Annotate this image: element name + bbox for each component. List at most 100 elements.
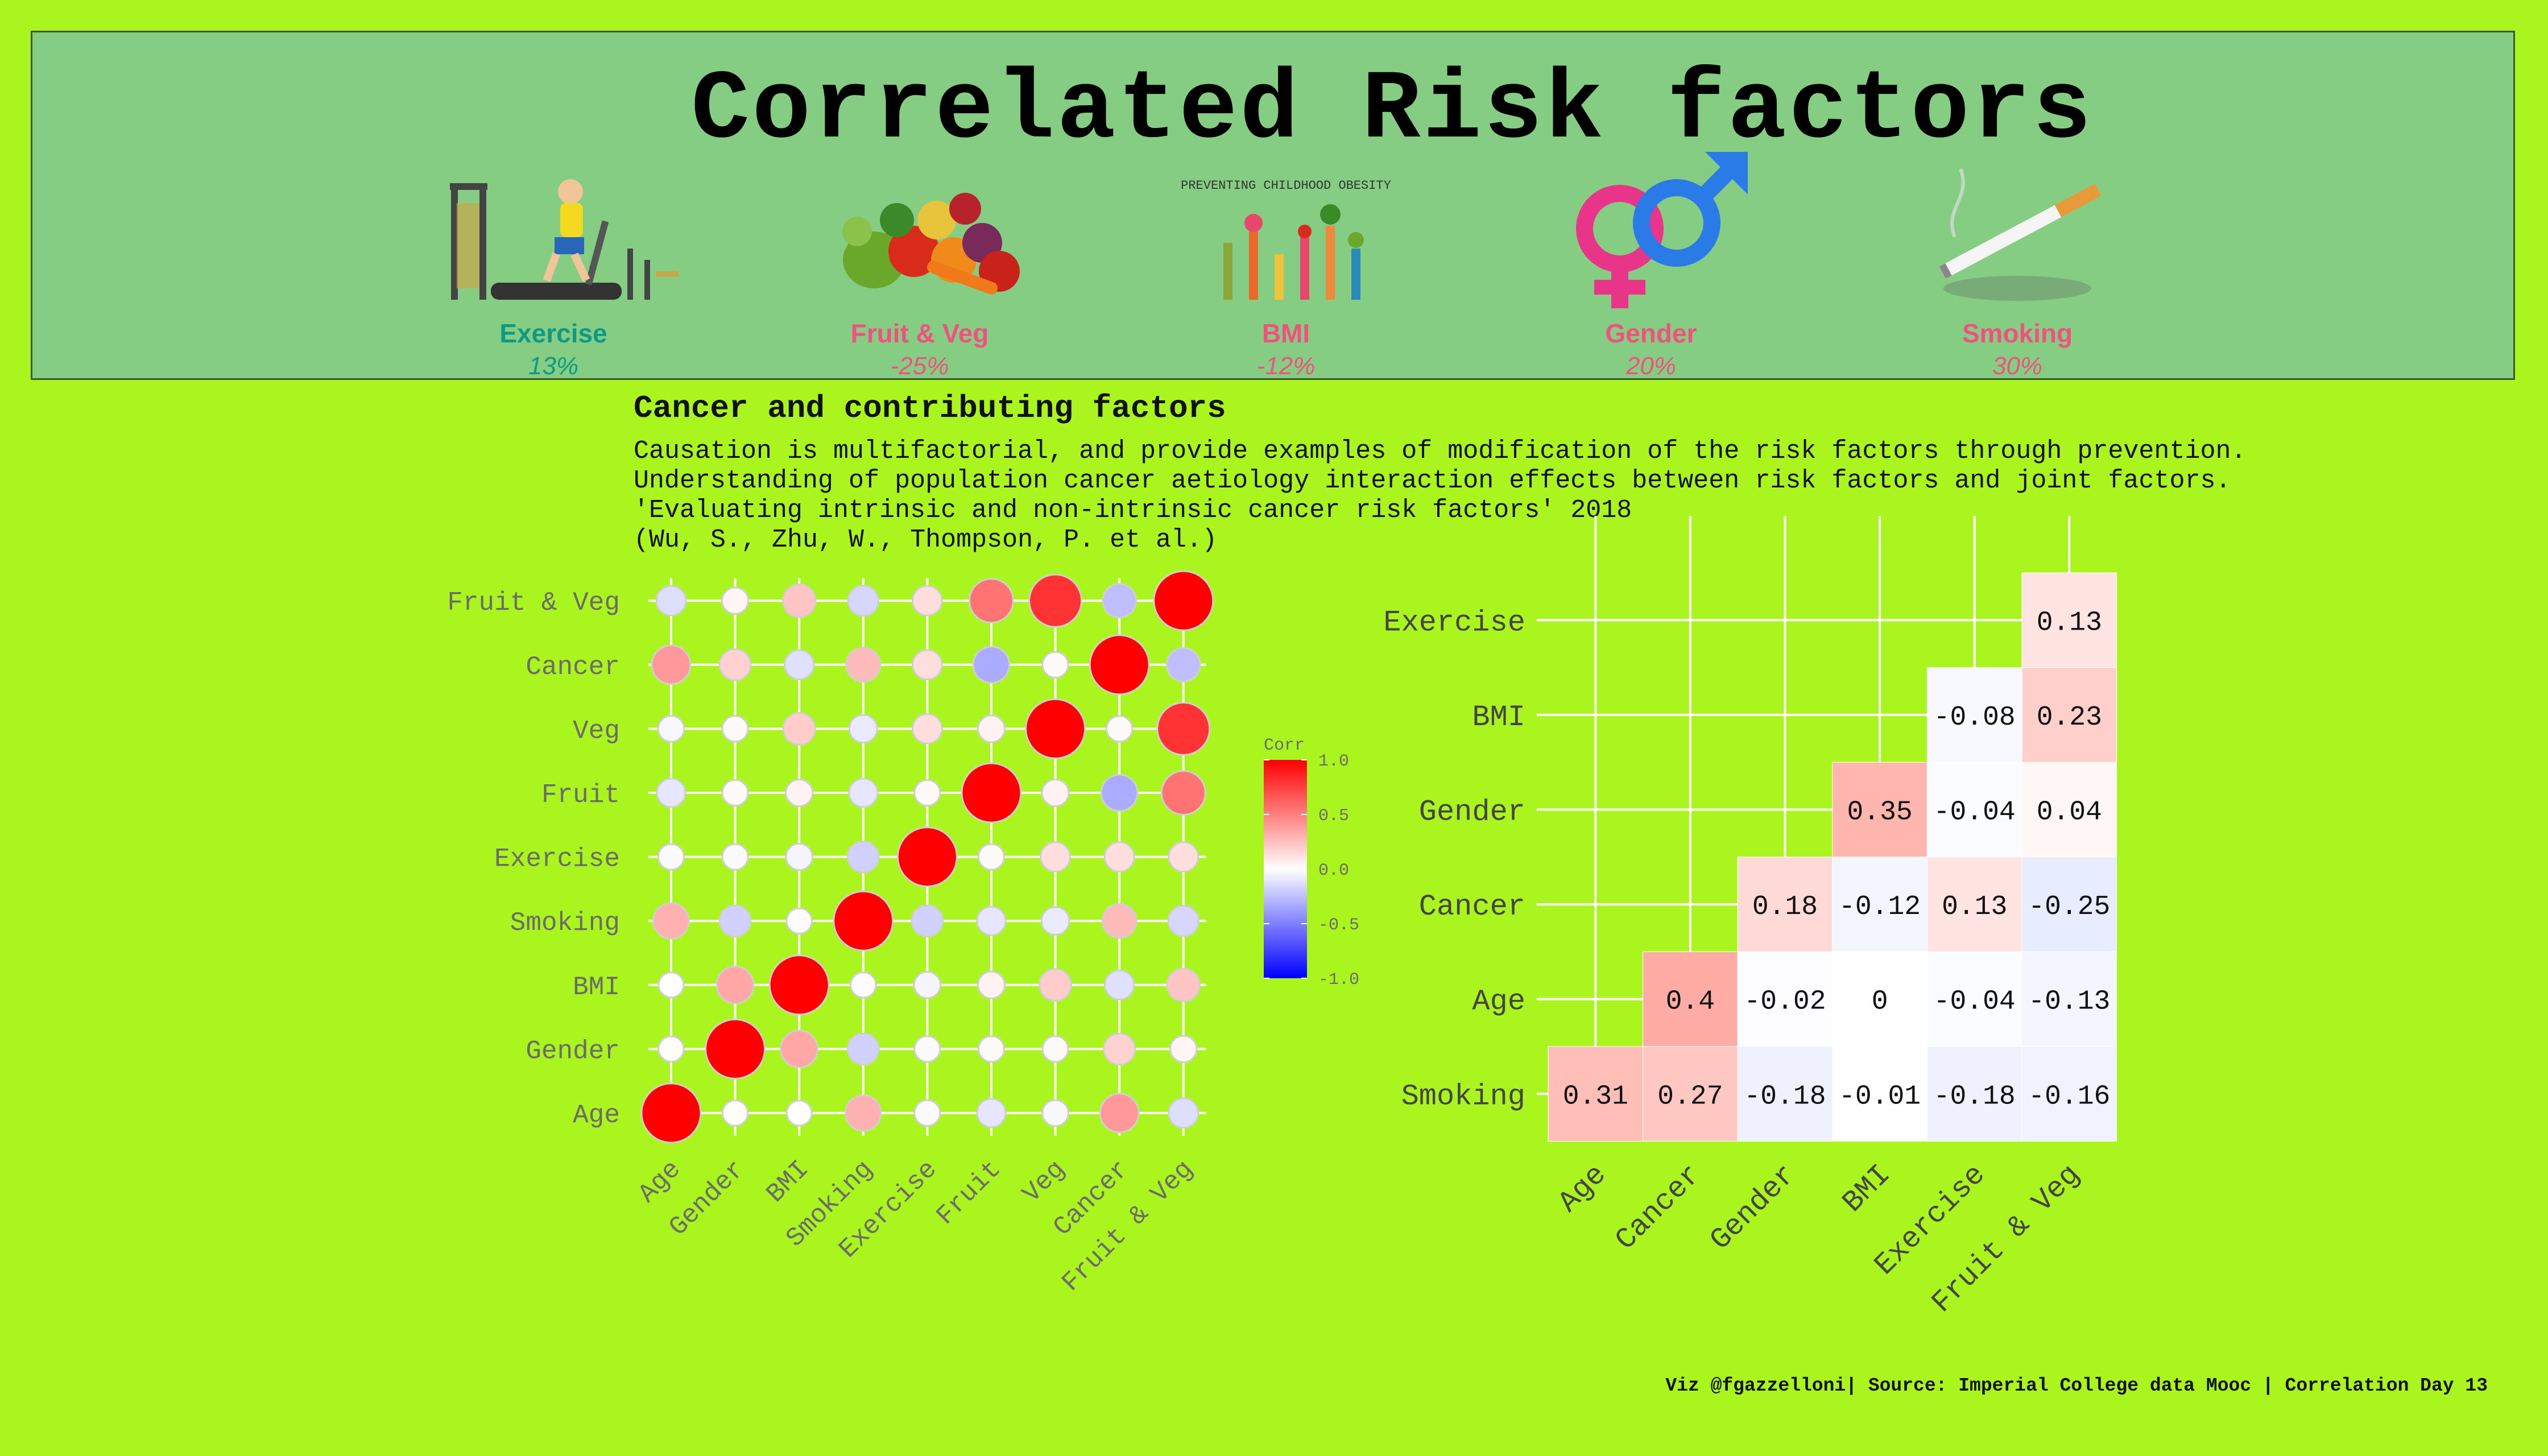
- y-tick-label: Exercise: [1383, 606, 1525, 639]
- tile: [1926, 857, 2022, 952]
- treadmill-runner-icon: [406, 118, 701, 311]
- corr-circle: [721, 1099, 749, 1127]
- corr-circle: [1168, 841, 1199, 872]
- corr-circle: [718, 648, 752, 681]
- corr-circle: [1100, 774, 1139, 812]
- corr-circle: [1040, 841, 1071, 872]
- factor-name: Fruit & Veg: [850, 318, 989, 348]
- tile-label: -0.25: [2028, 892, 2110, 923]
- tile-label: 0.13: [1942, 892, 2007, 923]
- corr-circle: [1104, 969, 1135, 1000]
- corr-circle: [721, 843, 749, 871]
- subtitle-line: 'Evaluating intrinsic and non-intrinsic …: [634, 496, 1632, 525]
- corr-circle: [655, 585, 687, 617]
- legend-tick-label: 0.0: [1318, 861, 1349, 880]
- tile-label: -0.16: [2028, 1081, 2110, 1112]
- corr-circle: [1103, 841, 1135, 872]
- corr-circle: [912, 649, 943, 681]
- corr-circle: [913, 971, 942, 999]
- tile-label: 0.13: [2037, 607, 2102, 638]
- corr-circle: [913, 779, 941, 807]
- corr-circle: [847, 584, 880, 617]
- subtitle-line: Causation is multifactorial, and provide…: [634, 437, 2247, 466]
- tile: [1926, 1046, 2022, 1142]
- y-tick-label: Veg: [573, 716, 620, 746]
- source-caption: Viz @fgazzelloni| Source: Imperial Colle…: [1665, 1375, 2488, 1396]
- corr-circle: [780, 1029, 819, 1069]
- legend-title: Corr: [1264, 736, 1305, 755]
- tile-label: -0.02: [1744, 987, 1826, 1017]
- corr-circle: [977, 1035, 1006, 1063]
- tile: [1643, 951, 1738, 1047]
- corr-circle: [718, 904, 752, 938]
- corr-circle: [1153, 570, 1214, 631]
- tile: [1832, 762, 1927, 858]
- tile-label: -0.12: [1839, 892, 1921, 923]
- corr-circle: [845, 1094, 882, 1132]
- tile-label: 0.23: [2037, 702, 2102, 733]
- corr-circle: [1160, 770, 1206, 816]
- corr-circle: [972, 646, 1011, 684]
- corr-circle: [976, 905, 1007, 936]
- corr-circle: [846, 1032, 880, 1066]
- corr-circle: [784, 649, 815, 680]
- corr-circle: [1041, 1099, 1069, 1127]
- tile-label: -0.13: [2028, 987, 2110, 1017]
- factor-exercise: Exercise 13%: [406, 118, 701, 380]
- corr-circle: [1041, 1035, 1069, 1063]
- corr-circle: [768, 954, 830, 1016]
- tile-label: 0.18: [1752, 892, 1818, 923]
- y-tick-label: Age: [573, 1101, 620, 1130]
- child-obesity-icon: PREVENTING CHILDHOOD OBESITY: [1138, 118, 1434, 311]
- corr-circle: [705, 1018, 766, 1079]
- legend-tick-label: 1.0: [1318, 752, 1349, 771]
- tile: [2021, 762, 2117, 858]
- x-tick-label: BMI: [1836, 1158, 1897, 1219]
- corr-circle: [848, 777, 879, 808]
- corr-circle: [912, 585, 943, 617]
- legend-tick-label: -0.5: [1318, 916, 1359, 935]
- tile: [1737, 1046, 1833, 1142]
- y-tick-label: BMI: [1472, 701, 1525, 734]
- corr-circle: [1099, 1093, 1140, 1134]
- x-tick-label: Age: [633, 1155, 687, 1209]
- corr-circle: [657, 843, 685, 871]
- factor-percent: -12%: [1256, 352, 1316, 380]
- factor-name: Smoking: [1962, 318, 2073, 348]
- corr-circle: [1089, 634, 1150, 696]
- x-tick-label: Fruit: [931, 1155, 1007, 1231]
- corr-circle: [657, 1035, 685, 1063]
- tile: [2021, 951, 2117, 1047]
- corr-circle: [1025, 698, 1086, 759]
- tile-label: 0.31: [1563, 1081, 1628, 1112]
- corr-circle: [1041, 651, 1069, 679]
- y-tick-label: Exercise: [494, 845, 620, 874]
- legend-tick-label: -1.0: [1318, 970, 1359, 990]
- tile: [1832, 951, 1927, 1047]
- y-tick-label: Age: [1472, 985, 1525, 1019]
- tile-label: -0.18: [1934, 1081, 2016, 1112]
- corr-circle: [721, 779, 749, 807]
- corr-circle: [715, 965, 755, 1004]
- y-tick-label: Cancer: [1419, 890, 1525, 924]
- corr-circle: [896, 826, 958, 888]
- factor-gender: Gender 20%: [1503, 118, 1799, 380]
- corr-circle: [782, 712, 816, 746]
- corr-circle: [1165, 647, 1201, 682]
- corr-circle: [651, 644, 692, 685]
- corr-circle: [1169, 1035, 1198, 1064]
- tile: [1926, 667, 2022, 763]
- corr-circle: [1168, 1097, 1199, 1129]
- tile: [1548, 1046, 1644, 1142]
- x-tick-label: Gender: [1704, 1158, 1803, 1257]
- corr-circle: [721, 715, 749, 743]
- tile: [1926, 951, 2022, 1047]
- corr-circle: [1106, 715, 1134, 743]
- corr-circle: [657, 971, 685, 999]
- corr-circle: [1028, 573, 1083, 628]
- legend-tick-label: 0.5: [1318, 806, 1349, 826]
- tile: [2021, 572, 2117, 668]
- y-tick-label: Cancer: [526, 652, 620, 682]
- corr-circle: [656, 777, 686, 808]
- y-tick-label: Gender: [1419, 796, 1525, 829]
